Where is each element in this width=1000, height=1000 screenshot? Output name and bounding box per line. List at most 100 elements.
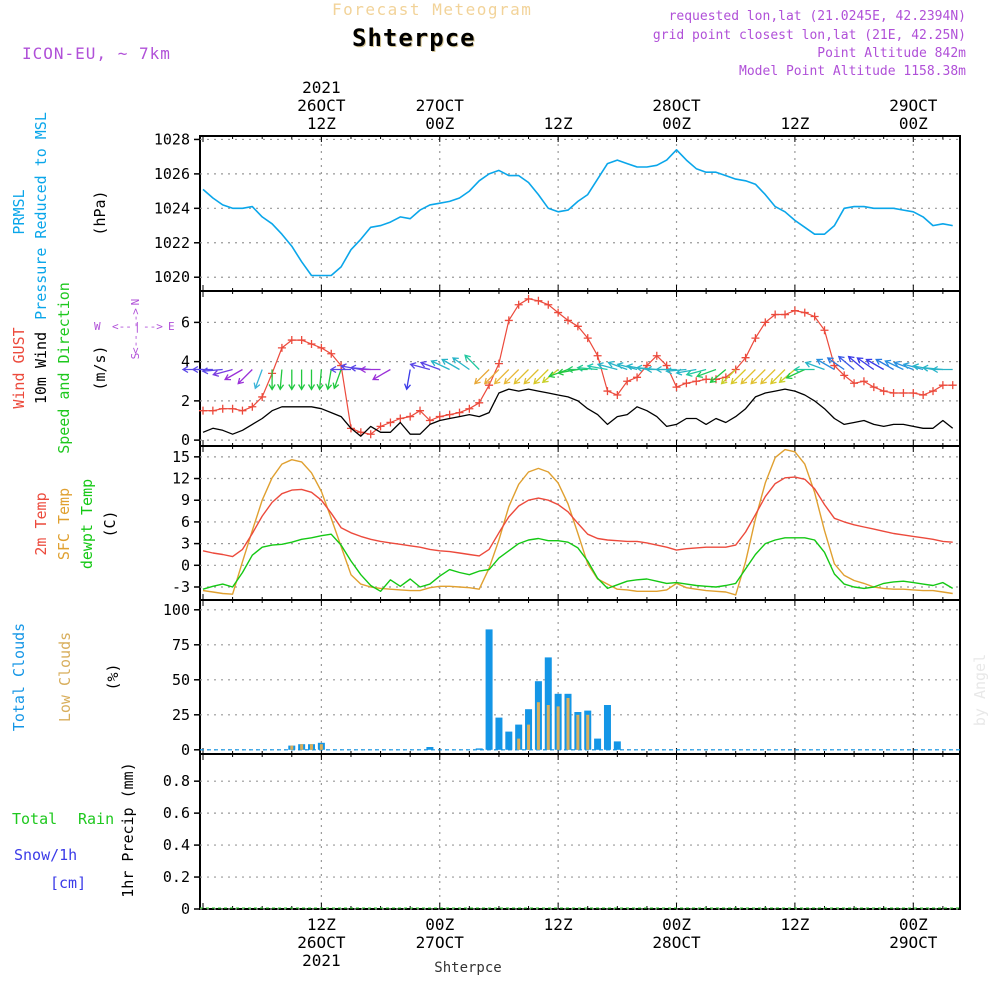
- bottom-time-label: 00Z: [425, 915, 454, 934]
- top-time-label: 00Z: [662, 114, 691, 133]
- wind-direction-arrow: [865, 358, 885, 371]
- wind-gust-marker: [524, 294, 533, 303]
- wind-direction-arrow: [513, 369, 529, 385]
- bottom-time-label: 00Z: [662, 915, 691, 934]
- wind-ytick-label: 0: [181, 431, 190, 449]
- bottom-time-label: 27OCT: [416, 933, 465, 952]
- wind-gust-marker: [317, 343, 326, 352]
- temperature-ytick-label: 3: [181, 535, 190, 553]
- compass-east: E: [168, 320, 175, 333]
- wind-direction-arrow: [847, 355, 865, 370]
- precip-ytick-label: 0.2: [163, 868, 190, 886]
- low-clouds-bar: [310, 744, 314, 750]
- wind-direction-arrow: [785, 368, 806, 380]
- total-clouds-label: Total Clouds: [10, 623, 28, 731]
- total-clouds-bar: [515, 724, 523, 750]
- snow-unit-label: [cm]: [50, 874, 86, 892]
- wind-direction-arrow: [740, 369, 756, 385]
- low-clouds-bar: [527, 724, 531, 750]
- wind-gust-marker: [573, 322, 582, 331]
- temperature-ytick-label: 15: [172, 448, 190, 466]
- prmsl-label: PRMSL: [10, 189, 28, 234]
- wind-direction-arrow: [483, 369, 500, 385]
- total-clouds-bar: [495, 717, 503, 750]
- total-clouds-bar: [485, 629, 493, 750]
- low-clouds-bar: [576, 714, 580, 750]
- precip-unit-label: 1hr Precip (mm): [119, 762, 137, 897]
- wind-direction-arrow: [403, 369, 411, 391]
- wind-gust-marker: [406, 412, 415, 421]
- wind-gust-marker: [199, 406, 207, 415]
- precip-ytick-label: 0.8: [163, 772, 190, 790]
- wind-gust-marker: [287, 336, 296, 345]
- wind-direction-arrow: [770, 369, 786, 385]
- pressure-panel-frame: [199, 135, 961, 292]
- low-clouds-label: Low Clouds: [56, 632, 74, 722]
- wind-gust-marker: [445, 410, 454, 419]
- wind-direction-arrow: [730, 369, 747, 385]
- total-clouds-bar: [613, 741, 621, 750]
- top-time-label: 12Z: [544, 114, 573, 133]
- wind-gust-marker: [475, 398, 484, 407]
- sfc-temp-line: [202, 448, 953, 596]
- wind-direction-arrow: [523, 369, 539, 385]
- wind-gust-marker: [662, 361, 671, 370]
- wind-gust-marker: [228, 404, 237, 413]
- bottom-time-label: 00Z: [899, 915, 928, 934]
- credit-watermark: by Angel: [971, 654, 989, 726]
- temp-sfc-label: SFC Temp: [55, 488, 73, 560]
- wind-direction-arrow: [675, 368, 697, 376]
- wind-gust-marker: [702, 375, 711, 384]
- wind-gust-marker: [613, 390, 622, 399]
- wind-gust-marker: [889, 389, 898, 398]
- wind-direction-arrow: [223, 368, 243, 381]
- model-name: ICON-EU, ~ 7km: [22, 44, 171, 63]
- pressure-ytick-label: 1024: [154, 199, 190, 217]
- bottom-time-label: 28OCT: [652, 933, 701, 952]
- clouds-ytick-label: 100: [163, 601, 190, 619]
- wind-direction-arrow: [576, 364, 598, 372]
- wind-direction-arrow: [277, 369, 285, 391]
- wind-gust-marker: [652, 351, 661, 360]
- wind-10m-label: 10m Wind: [32, 332, 50, 404]
- wind-gust-marker: [376, 422, 385, 431]
- low-clouds-bar: [586, 714, 590, 750]
- pressure-ytick-label: 1026: [154, 165, 190, 183]
- temp-dewpt-label: dewpt Temp: [78, 479, 96, 569]
- pressure-ytick-label: 1022: [154, 234, 190, 252]
- wind-direction-arrow: [837, 355, 855, 370]
- wind-direction-arrow: [329, 365, 351, 374]
- total-clouds-bar: [594, 738, 602, 750]
- wind-direction-arrow: [332, 369, 342, 390]
- temperature-ytick-label: -3: [172, 578, 190, 596]
- wind-direction-arrow: [409, 362, 431, 371]
- wind-gust-marker: [366, 430, 375, 439]
- pressure-ytick-label: 1028: [154, 130, 190, 148]
- wind-gust-marker: [731, 365, 740, 374]
- wind-direction-arrow: [709, 369, 727, 384]
- wind-gust-marker: [859, 377, 868, 386]
- wind-direction-arrow: [533, 369, 549, 385]
- total-clouds-bar: [426, 747, 434, 750]
- point-altitude: Point Altitude 842m: [817, 46, 966, 61]
- wind-direction-arrow: [931, 365, 953, 374]
- top-time-label: 26OCT: [297, 96, 346, 115]
- temp-2m-line: [202, 476, 953, 558]
- wind-gust-label: Wind GUST: [10, 327, 28, 408]
- total-clouds-bar: [603, 705, 611, 750]
- wind-gust-marker: [307, 339, 316, 348]
- wind-direction-arrow: [566, 365, 588, 374]
- prmsl-unit-label: (hPa): [91, 190, 109, 235]
- compass-south: S: [129, 353, 142, 360]
- compass-rose: W <-- | --> E N --> <-- S: [94, 299, 175, 360]
- wind-direction-arrow: [586, 363, 608, 371]
- wind-direction-arrow: [815, 358, 835, 371]
- total-rain-label: Total: [12, 810, 57, 828]
- low-clouds-bar: [319, 744, 323, 750]
- wind-direction-arrow: [288, 369, 296, 391]
- top-time-label: 12Z: [780, 114, 809, 133]
- wind-gust-marker: [948, 381, 957, 390]
- wind-gust-marker: [554, 308, 563, 317]
